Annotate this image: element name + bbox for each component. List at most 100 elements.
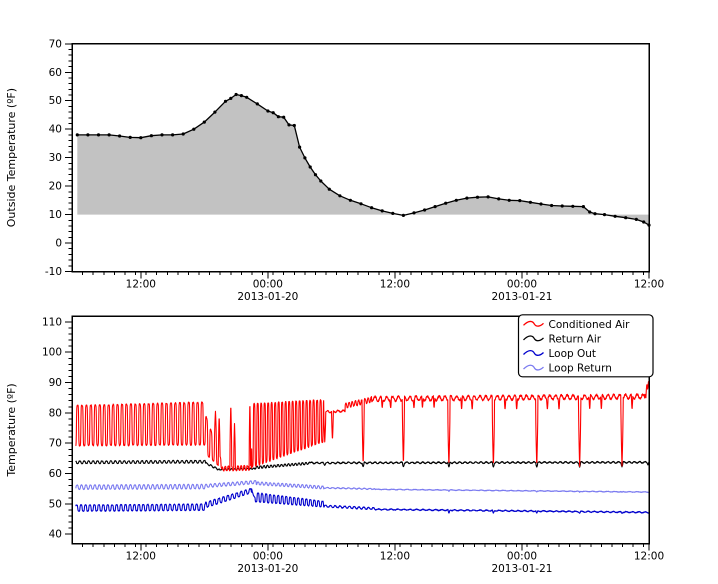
data-point-marker <box>433 205 437 209</box>
x-tick-label: 00:00 <box>253 279 283 291</box>
data-point-marker <box>401 213 405 217</box>
x-tick-label: 12:00 <box>126 551 156 563</box>
data-point-marker <box>181 132 185 136</box>
outside-temperature-line <box>77 93 650 226</box>
data-point-marker <box>139 136 143 140</box>
legend-label: Return Air <box>549 333 602 345</box>
data-point-marker <box>454 198 458 202</box>
y-tick-label: 50 <box>49 498 62 510</box>
data-point-marker <box>287 123 291 127</box>
data-point-marker <box>624 216 628 220</box>
data-point-marker <box>202 120 206 124</box>
legend: Conditioned Air Return Air Loop Out Loop Re… <box>517 314 654 378</box>
data-point-marker <box>391 211 395 215</box>
data-point-marker <box>213 110 217 114</box>
data-point-marker <box>539 202 543 206</box>
data-point-marker <box>560 204 564 208</box>
x-tick-label: 00:00 <box>253 551 283 563</box>
data-point-marker <box>245 95 249 99</box>
x-date-label: 2013-01-20 <box>237 563 298 575</box>
data-point-marker <box>308 165 312 169</box>
y-tick-label: -10 <box>45 266 62 278</box>
outside-temperature-series <box>75 92 651 227</box>
data-point-marker <box>292 123 296 128</box>
x-tick-label: 12:00 <box>380 279 410 291</box>
x-date-label: 2013-01-21 <box>491 291 552 303</box>
data-point-marker <box>229 96 233 100</box>
y-tick-label: 110 <box>42 316 62 328</box>
y-tick-label: 40 <box>49 529 62 541</box>
data-point-marker <box>412 211 416 215</box>
data-point-marker <box>234 92 238 97</box>
x-tick-label: 12:00 <box>634 551 664 563</box>
data-point-marker <box>528 200 533 204</box>
x-tick-label: 12:00 <box>380 551 410 563</box>
top-y-axis-title: Outside Temperature (ºF) <box>5 88 18 227</box>
data-point-marker <box>593 212 597 216</box>
data-point-marker <box>298 145 302 149</box>
legend-label: Loop Out <box>549 348 597 360</box>
outside-temperature-area-fill <box>77 94 650 226</box>
y-tick-label: 70 <box>49 438 62 450</box>
data-point-marker <box>359 202 363 206</box>
y-tick-label: 60 <box>49 67 62 79</box>
x-tick-label: 12:00 <box>634 279 664 291</box>
legend-swatch-conditioned-air <box>523 320 544 327</box>
data-point-marker <box>634 217 638 221</box>
data-point-marker <box>581 205 586 209</box>
x-tick-label: 00:00 <box>507 551 537 563</box>
data-point-marker <box>266 109 270 113</box>
legend-entry: Loop Out <box>523 348 597 360</box>
series-line-loop-out <box>75 488 650 514</box>
data-point-marker <box>239 94 243 98</box>
y-tick-label: 70 <box>49 38 62 50</box>
y-tick-label: 90 <box>49 377 62 389</box>
data-point-marker <box>118 134 122 138</box>
x-tick-label: 12:00 <box>126 279 156 291</box>
data-point-marker <box>149 134 153 138</box>
y-tick-label: 60 <box>49 468 62 480</box>
legend-label: Conditioned Air <box>549 319 631 331</box>
data-point-marker <box>313 173 318 177</box>
legend-box <box>517 314 654 378</box>
data-point-marker <box>75 133 79 137</box>
data-point-marker <box>338 194 342 198</box>
data-point-marker <box>465 196 469 200</box>
legend-swatch-return-air <box>523 335 544 342</box>
data-point-marker <box>475 195 480 199</box>
data-point-marker <box>276 115 280 119</box>
data-point-marker <box>303 156 307 160</box>
data-point-marker <box>550 203 554 208</box>
x-date-label: 2013-01-20 <box>237 291 298 303</box>
bottom-chart-ticks <box>65 321 650 551</box>
data-point-marker <box>128 135 132 139</box>
data-point-marker <box>96 133 101 137</box>
data-point-marker <box>613 214 617 218</box>
series-line-conditioned-air <box>75 381 650 472</box>
y-tick-label: 50 <box>49 95 62 107</box>
y-tick-label: 0 <box>55 238 62 250</box>
data-point-marker <box>370 206 374 210</box>
data-point-marker <box>380 209 384 213</box>
legend-label: Loop Return <box>549 363 612 375</box>
series-line-return-air <box>75 459 650 471</box>
data-point-marker <box>192 127 196 131</box>
y-tick-label: 100 <box>42 347 62 359</box>
data-point-marker <box>588 210 592 214</box>
y-tick-label: 10 <box>49 209 62 221</box>
data-point-marker <box>486 195 490 199</box>
data-point-marker <box>518 199 522 203</box>
data-point-marker <box>223 99 228 103</box>
y-tick-label: 30 <box>49 152 62 164</box>
data-point-marker <box>497 197 501 201</box>
data-point-marker <box>602 213 607 217</box>
data-point-marker <box>423 208 427 212</box>
data-point-marker <box>171 133 175 137</box>
data-point-marker <box>319 179 323 183</box>
